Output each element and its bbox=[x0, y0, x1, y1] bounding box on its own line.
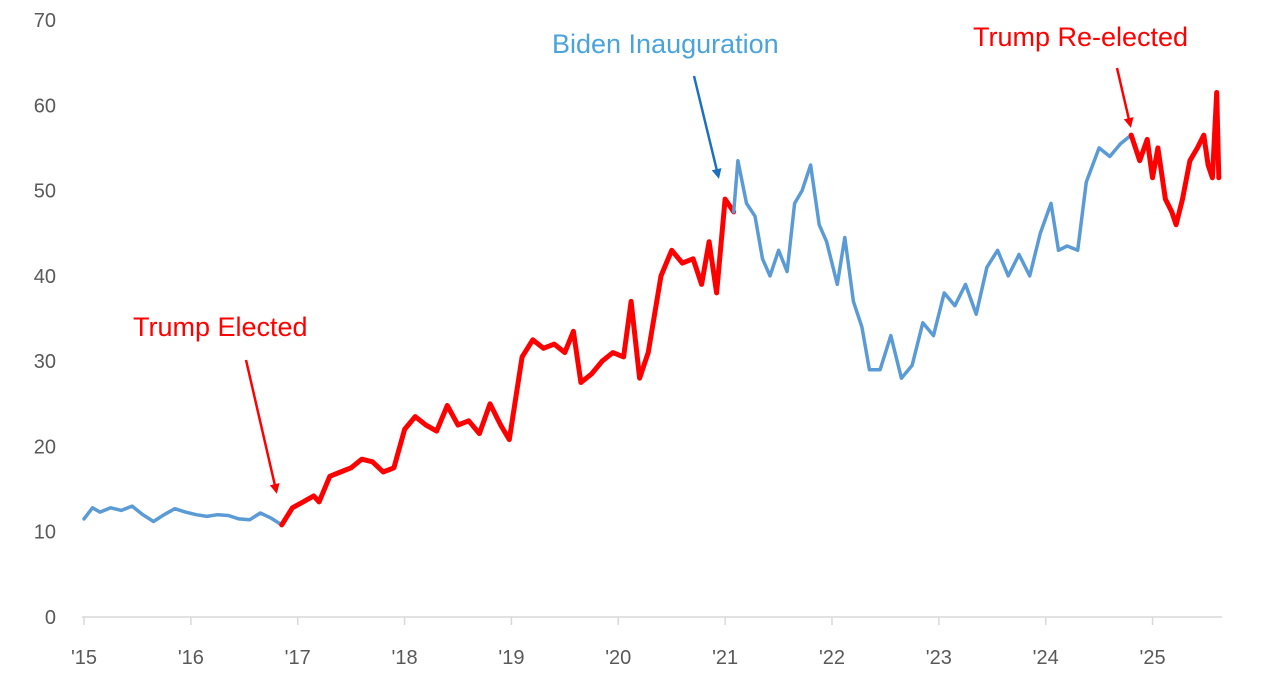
x-tick-label: '15 bbox=[71, 647, 97, 669]
y-axis-tick-labels: 0 10 20 30 40 50 60 70 bbox=[34, 10, 56, 629]
y-tick-label: 20 bbox=[34, 436, 56, 458]
arrow-biden-inauguration bbox=[692, 75, 722, 179]
x-tick-label: '20 bbox=[605, 647, 631, 669]
x-axis-tick-labels: '15 '16 '17 '18 '19 '20 '21 '22 '23 '24 '25 bbox=[71, 647, 1166, 669]
series-line-1 bbox=[82, 504, 284, 527]
x-tick-label: '17 bbox=[285, 647, 311, 669]
x-tick-label: '19 bbox=[498, 647, 524, 669]
annotation-trump-elected: Trump Elected bbox=[133, 312, 308, 342]
arrow-trump-reelected bbox=[1115, 67, 1134, 128]
annotation-biden-inauguration: Biden Inauguration bbox=[552, 29, 779, 59]
y-tick-label: 40 bbox=[34, 266, 56, 288]
arrow-trump-elected bbox=[244, 359, 280, 494]
y-tick-label: 30 bbox=[34, 351, 56, 373]
y-tick-label: 60 bbox=[34, 95, 56, 117]
x-tick-label: '16 bbox=[178, 647, 204, 669]
series-line-3 bbox=[731, 133, 1133, 380]
x-tick-label: '22 bbox=[819, 647, 845, 669]
y-tick-label: 10 bbox=[34, 522, 56, 544]
x-tick-label: '24 bbox=[1033, 647, 1059, 669]
y-tick-label: 50 bbox=[34, 181, 56, 203]
x-tick-label: '21 bbox=[712, 647, 738, 669]
y-tick-label: 70 bbox=[34, 10, 56, 32]
x-tick-label: '23 bbox=[926, 647, 952, 669]
x-tick-label: '25 bbox=[1140, 647, 1166, 669]
x-tick-label: '18 bbox=[392, 647, 418, 669]
y-tick-label: 0 bbox=[45, 607, 56, 629]
series-line-4 bbox=[1128, 90, 1222, 228]
x-axis-tick-marks bbox=[83, 617, 1154, 625]
series-line-2 bbox=[279, 196, 737, 528]
series-lines bbox=[82, 90, 1222, 528]
annotation-trump-reelected: Trump Re-elected bbox=[973, 22, 1188, 52]
